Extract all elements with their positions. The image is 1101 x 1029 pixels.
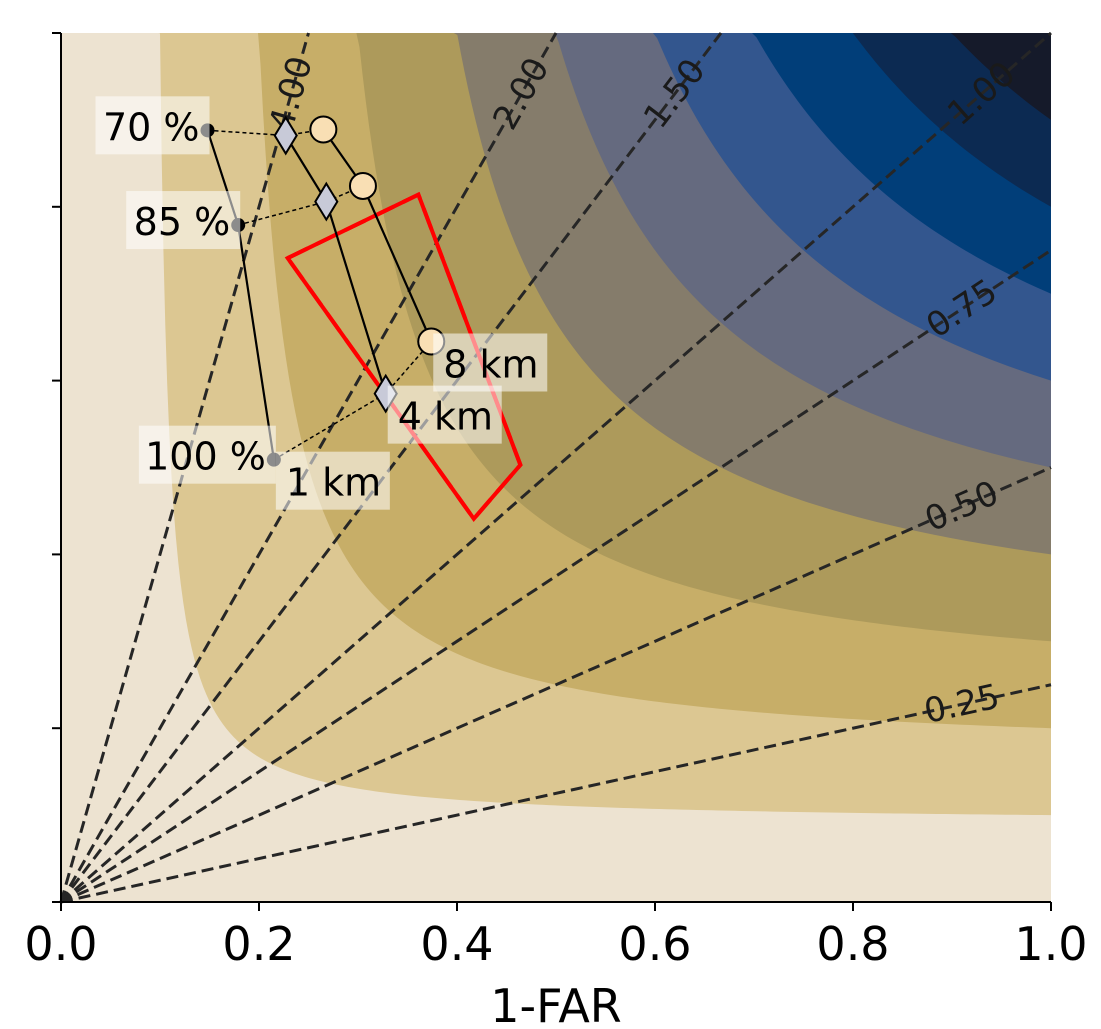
x-tick-label: 0.4 [420, 917, 493, 971]
percent-label-bg [95, 96, 210, 155]
distance-label-bg [387, 385, 502, 444]
point-4km [273, 115, 298, 156]
distance-label: 1 km [286, 461, 381, 505]
point-8km [348, 171, 377, 200]
x-tick-label: 0.0 [24, 917, 97, 971]
x-tick-label: 0.2 [222, 917, 295, 971]
x-tick-label: 0.8 [816, 917, 889, 971]
distance-label: 4 km [398, 395, 493, 439]
x-tick-label: 1.0 [1014, 917, 1087, 971]
bias-line-1.50 [59, 32, 723, 903]
csi-contour-fills [61, 33, 1051, 902]
annotations: 70 % 85 % 100 % 1 km 4 km 8 km [95, 96, 548, 510]
percent-label: 100 % [145, 435, 266, 479]
bias-line-0.50 [60, 466, 1052, 904]
distance-label-bg [275, 451, 390, 510]
percent-label-bg [126, 191, 241, 250]
x-tick-label: 0.6 [618, 917, 691, 971]
percent-label: 70 % [103, 105, 200, 149]
csi-band-8 [501, 33, 1051, 207]
percent-label: 85 % [134, 200, 231, 244]
bias-line-0.25 [60, 683, 1052, 904]
csi-band-7 [468, 33, 1051, 294]
distance-label-bg [433, 333, 548, 392]
x-axis-title: 1-FAR [490, 979, 622, 1029]
point-4km [314, 181, 339, 222]
axes: 0.0 0.2 0.4 0.6 0.8 1.0 1-FAR [24, 32, 1088, 1029]
point-8km [309, 115, 338, 144]
csi-band-9 [529, 33, 1051, 120]
percent-label-bg [138, 425, 276, 484]
distance-label: 8 km [443, 342, 538, 386]
bias-line-1.00 [60, 31, 1052, 904]
bias-line-2.00 [59, 32, 558, 903]
